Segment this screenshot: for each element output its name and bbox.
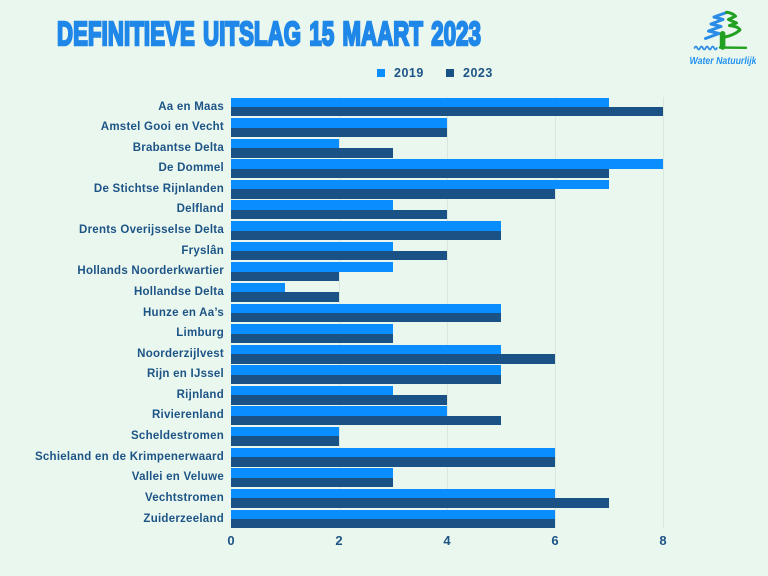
svg-text:Water Natuurlijk: Water Natuurlijk	[690, 56, 757, 67]
